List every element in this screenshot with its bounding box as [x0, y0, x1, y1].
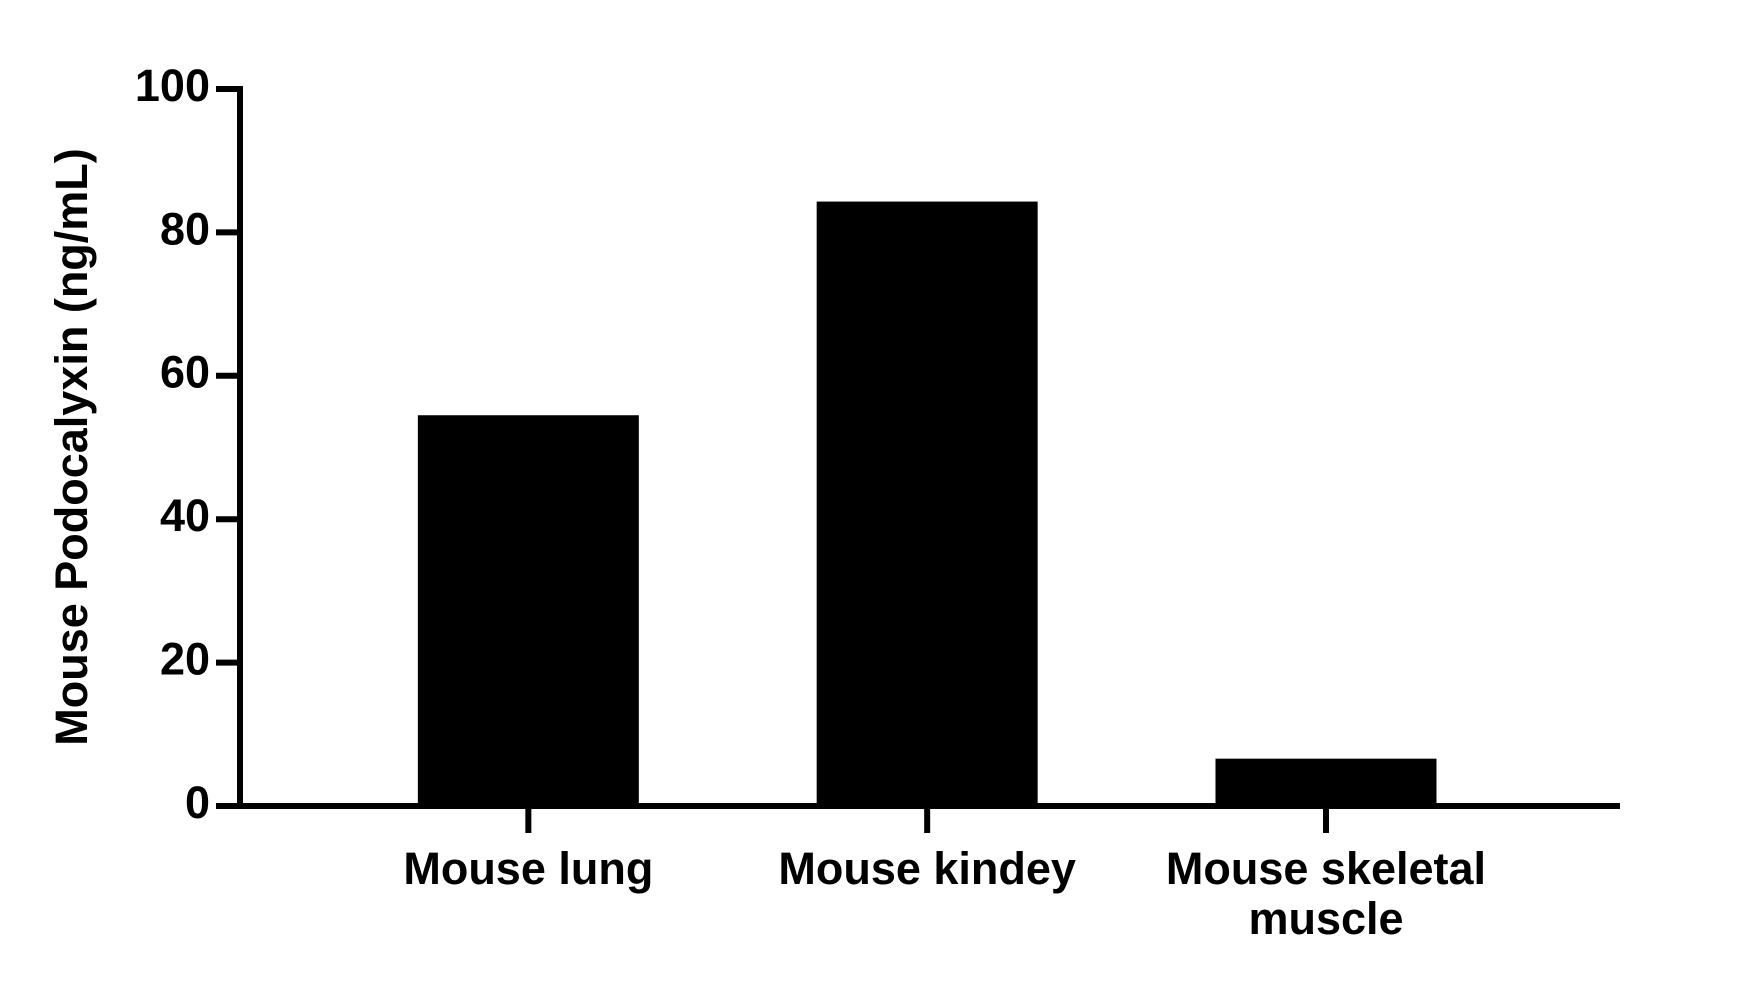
y-tick-label: 0	[185, 777, 210, 828]
y-tick-label: 40	[160, 490, 210, 541]
y-axis-label: Mouse Podocalyxin (ng/mL)	[46, 148, 97, 746]
y-tick-label: 20	[160, 633, 210, 684]
x-tick-label: Mouse kindey	[778, 843, 1076, 894]
y-tick-label: 60	[160, 347, 210, 398]
bar	[417, 415, 639, 806]
y-tick-label: 80	[160, 203, 210, 254]
x-tick-label: Mouse lung	[403, 843, 654, 894]
bar	[1215, 758, 1437, 806]
x-tick-label: Mouse skeletal muscle	[1165, 843, 1487, 944]
bar	[816, 201, 1038, 807]
y-tick-label: 100	[135, 60, 210, 111]
